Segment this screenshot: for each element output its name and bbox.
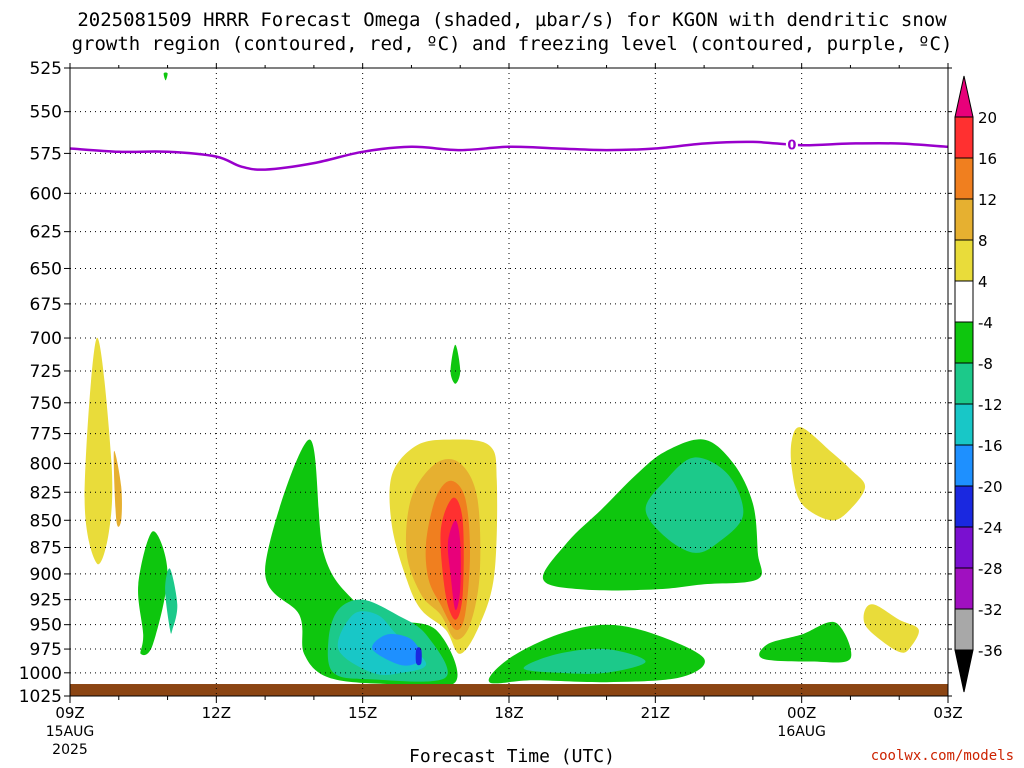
colorbar-label: -16 — [978, 437, 1003, 455]
omega-region-8 — [415, 647, 422, 666]
grid-layer — [70, 68, 948, 696]
omega-region-19 — [759, 621, 852, 663]
colorbar-bottom-arrow — [954, 649, 974, 693]
y-tick-label: 725 — [30, 362, 62, 382]
colorbar-swatch-7 — [954, 403, 974, 446]
y-tick-label: 925 — [30, 591, 62, 611]
colorbar-label: -24 — [978, 519, 1003, 537]
colorbar-swatch-8 — [954, 444, 974, 487]
freezing-level-layer: 0 — [69, 137, 949, 171]
y-tick-label: 775 — [30, 425, 62, 445]
y-tick-label: 575 — [30, 144, 62, 164]
omega-region-2 — [138, 531, 168, 656]
omega-region-14 — [447, 520, 461, 611]
x-tick-date: 16AUG — [777, 724, 826, 740]
y-tick-label: 1025 — [19, 687, 62, 707]
colorbar-swatch-11 — [954, 567, 974, 610]
colorbar-label: 16 — [978, 150, 997, 168]
y-tick-label: 975 — [30, 640, 62, 660]
time-axis: 09Z 15AUG 2025 12Z 15Z 18Z 21Z 00Z 16AUG 03Z — [46, 63, 963, 758]
freezing-level-label-bg — [785, 137, 798, 152]
x-tick-label: 12Z — [202, 704, 231, 722]
terrain-layer — [70, 684, 948, 696]
x-tick-label: 18Z — [494, 704, 523, 722]
omega-region-20 — [790, 427, 866, 521]
x-tick-label: 03Z — [933, 704, 962, 722]
source-credit: coolwx.com/models — [870, 748, 1014, 764]
colorbar-swatch-1 — [954, 157, 974, 200]
omega-region-0 — [84, 337, 113, 565]
x-tick-label: 15Z — [348, 704, 377, 722]
omega-region-16 — [523, 648, 646, 674]
omega-region-7 — [372, 634, 422, 666]
omega-region-21 — [863, 604, 919, 653]
omega-region-1 — [113, 450, 122, 527]
x-tick-date: 15AUG — [46, 724, 95, 740]
colorbar-label: 12 — [978, 191, 997, 209]
plot-frame — [69, 67, 949, 697]
y-tick-label: 625 — [30, 223, 62, 243]
colorbar-label: -36 — [978, 642, 1003, 660]
y-tick-label: 950 — [30, 616, 62, 636]
omega-shading-layer — [84, 72, 919, 687]
omega-region-9 — [450, 344, 461, 384]
colorbar-swatch-10 — [954, 526, 974, 569]
omega-region-3 — [165, 568, 178, 634]
y-tick-label: 900 — [30, 565, 62, 585]
x-tick-label: 21Z — [641, 704, 670, 722]
colorbar: 20 16 12 8 4 -4 -8 -12 -16 -20 -24 -28 -32 -36 — [954, 75, 1003, 693]
colorbar-top-arrow — [954, 75, 974, 118]
colorbar-label: 20 — [978, 109, 997, 127]
y-tick-label: 550 — [30, 103, 62, 123]
y-tick-label: 875 — [30, 538, 62, 558]
colorbar-swatch-0 — [954, 116, 974, 159]
chart-title-line1: 2025081509 HRRR Forecast Omega (shaded, … — [77, 9, 947, 31]
omega-region-18 — [645, 457, 744, 553]
terrain-band — [70, 684, 948, 696]
colorbar-label: -4 — [978, 314, 993, 332]
y-tick-label: 700 — [30, 329, 62, 349]
colorbar-swatch-4 — [954, 280, 974, 323]
y-tick-label: 1000 — [19, 664, 62, 684]
colorbar-label: -8 — [978, 355, 993, 373]
colorbar-label: -20 — [978, 478, 1003, 496]
freezing-level-label: 0 — [787, 138, 796, 153]
colorbar-swatch-5 — [954, 321, 974, 364]
colorbar-swatch-6 — [954, 362, 974, 405]
colorbar-swatch-3 — [954, 239, 974, 282]
y-tick-label: 600 — [30, 184, 62, 204]
y-tick-label: 525 — [30, 59, 62, 79]
y-tick-label: 750 — [30, 394, 62, 414]
x-tick-label: 09Z — [55, 704, 84, 722]
y-tick-label: 650 — [30, 259, 62, 279]
colorbar-label: -28 — [978, 560, 1003, 578]
colorbar-label: 8 — [978, 232, 988, 250]
x-tick-label: 00Z — [787, 704, 816, 722]
colorbar-label: -12 — [978, 396, 1003, 414]
x-axis-label: Forecast Time (UTC) — [409, 746, 615, 767]
colorbar-label: -32 — [978, 601, 1003, 619]
x-tick-year: 2025 — [52, 742, 88, 758]
colorbar-swatch-9 — [954, 485, 974, 528]
y-tick-label: 825 — [30, 483, 62, 503]
colorbar-swatch-2 — [954, 198, 974, 241]
colorbar-label: 4 — [978, 273, 988, 291]
chart-title-line2: growth region (contoured, red, ºC) and f… — [71, 33, 953, 55]
y-tick-label: 800 — [30, 454, 62, 474]
y-tick-label: 675 — [30, 295, 62, 315]
colorbar-swatch-12 — [954, 608, 974, 651]
freezing-level-line — [69, 140, 949, 171]
pressure-axis: 525 550 575 600 625 650 675 700 725 750 775 800 825 8… — [19, 59, 952, 707]
plot-border — [69, 67, 949, 697]
y-tick-label: 850 — [30, 511, 62, 531]
omega-region-22 — [163, 72, 168, 81]
